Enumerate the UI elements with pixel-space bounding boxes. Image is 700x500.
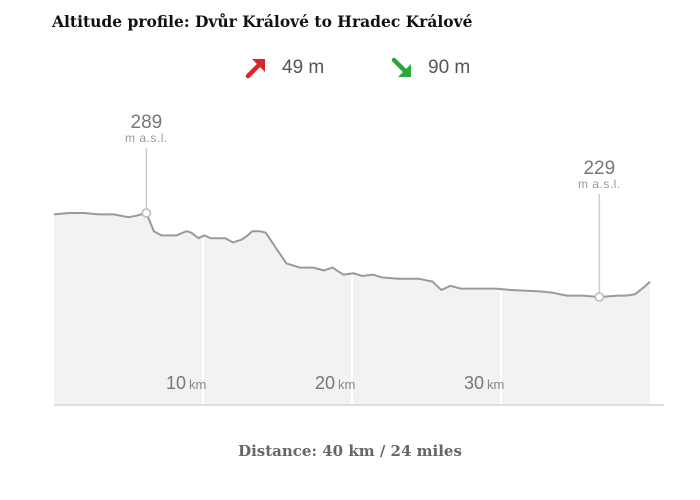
annotation-marker [594, 292, 605, 302]
x-tick-unit: km [487, 377, 504, 392]
annotation-unit: m a.s.l. [578, 177, 621, 191]
chart-title: Altitude profile: Dvůr Králové to Hradec… [52, 12, 473, 31]
x-tick-unit: km [189, 377, 206, 392]
elevation-line [53, 212, 651, 298]
ascent-value: 49 m [282, 57, 325, 78]
descent-stat: 90 m [390, 56, 470, 80]
arrow-down-right-icon [391, 57, 411, 77]
distance-footer: Distance: 40 km / 24 miles [0, 442, 700, 460]
distance-label: Distance: [238, 442, 318, 460]
annotation-value: 289 [131, 112, 163, 133]
x-tick-label: 30 [464, 373, 484, 393]
ascent-stat: 49 m [244, 56, 324, 80]
descent-value: 90 m [428, 57, 471, 78]
distance-value: 40 km / 24 miles [322, 442, 462, 460]
annotation-marker [141, 208, 152, 218]
annotation-value: 229 [583, 158, 615, 179]
annotation-unit: m a.s.l. [125, 131, 168, 145]
x-tick-label: 10 [166, 373, 186, 393]
x-tick-label: 20 [315, 373, 335, 393]
x-tick-unit: km [338, 377, 355, 392]
arrow-up-right-icon [245, 59, 265, 79]
